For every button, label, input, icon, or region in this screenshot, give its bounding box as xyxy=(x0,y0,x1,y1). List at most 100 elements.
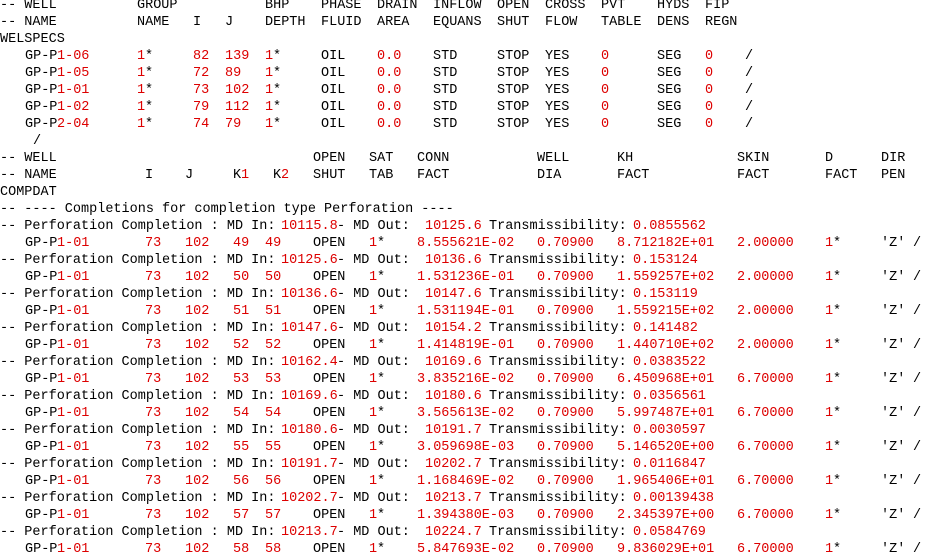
value-token: 102 xyxy=(185,304,210,319)
value-token: 1 xyxy=(825,406,834,421)
keyword-token: GP-P xyxy=(25,66,58,81)
keyword-token: OPEN xyxy=(313,440,346,455)
keyword-token: OPEN xyxy=(497,0,530,13)
value-token: 1-01 xyxy=(57,542,90,557)
value-token: 0.0 xyxy=(377,100,402,115)
editor-line[interactable]: COMPDAT xyxy=(0,184,929,201)
value-token: 58 xyxy=(265,542,282,557)
editor-line[interactable]: -- ---- Completions for completion type … xyxy=(0,201,929,218)
editor-line[interactable]: -- NAME NAME I J DEPTH FLUID AREA EQUANS SHUT FLO… xyxy=(0,14,929,31)
value-token: 0.0116847 xyxy=(633,457,706,472)
editor-line[interactable]: -- WELL OPEN SAT CONN WELL KH SKIN D DIR xyxy=(0,150,929,167)
keyword-token: Transmissibility: xyxy=(489,287,635,302)
keyword-token: 'Z' xyxy=(881,372,906,387)
editor-line[interactable]: -- Perforation Completion : MD In: 10125… xyxy=(0,252,929,269)
value-token: 2.00000 xyxy=(737,304,794,319)
editor-line[interactable]: GP-P 1-01 73 102 54 54 OPEN 1 * 3.565613E-02 0.709… xyxy=(0,405,929,422)
editor-line[interactable]: GP-P 1-01 73 102 56 56 OPEN 1 * 1.168469E-02 0.709… xyxy=(0,473,929,490)
value-token: 51 xyxy=(233,304,250,319)
value-token: 0.70900 xyxy=(537,508,594,523)
value-token: 6.70000 xyxy=(737,372,794,387)
value-token: 50 xyxy=(265,270,282,285)
keyword-token: * xyxy=(273,66,282,81)
keyword-token: Transmissibility: xyxy=(489,491,635,506)
keyword-token: CROSS xyxy=(545,0,586,13)
editor-line[interactable]: GP-P 1-01 73 102 51 51 OPEN 1 * 1.531194E-01 0.709… xyxy=(0,303,929,320)
editor-line[interactable]: GP-P 1-06 1 * 82 139 1 * OIL 0.0 STD STOP YES 0 SEG 0/ xyxy=(0,48,929,65)
editor-line[interactable]: / xyxy=(0,133,929,150)
editor-line[interactable]: GP-P 1-01 73 102 55 55 OPEN 1 * 3.059698E-03 0.709… xyxy=(0,439,929,456)
keyword-token: J xyxy=(225,15,234,30)
value-token: 0 xyxy=(601,117,610,132)
value-token: 1 xyxy=(369,236,378,251)
keyword-token: SEG xyxy=(657,117,682,132)
value-token: 79 xyxy=(225,117,242,132)
keyword-token: / xyxy=(913,270,922,285)
editor-line[interactable]: GP-P 2-04 1 * 74 79 1 * OIL 0.0 STD STOP YES 0 SEG 0/ xyxy=(0,116,929,133)
value-token: 10213.7 xyxy=(425,491,482,506)
editor-line[interactable]: -- Perforation Completion : MD In: 10162… xyxy=(0,354,929,371)
value-token: 1 xyxy=(369,270,378,285)
editor-line[interactable]: -- Perforation Completion : MD In: 10147… xyxy=(0,320,929,337)
editor-line[interactable]: GP-P 1-01 73 102 52 52 OPEN 1 * 1.414819E-01 0.709… xyxy=(0,337,929,354)
value-token: 102 xyxy=(185,372,210,387)
keyword-token: FACT xyxy=(417,168,450,183)
keyword-token: OPEN xyxy=(313,151,346,166)
value-token: 1 xyxy=(369,372,378,387)
editor-line[interactable]: -- Perforation Completion : MD In: 10202… xyxy=(0,490,929,507)
editor-line[interactable]: -- Perforation Completion : MD In: 10136… xyxy=(0,286,929,303)
keyword-token: HYDS xyxy=(657,0,690,13)
value-token: 6.70000 xyxy=(737,406,794,421)
keyword-token: STOP xyxy=(497,83,530,98)
editor-line[interactable]: -- Perforation Completion : MD In: 10191… xyxy=(0,456,929,473)
keyword-token: Transmissibility: xyxy=(489,253,635,268)
keyword-token: GP-P xyxy=(25,474,58,489)
keyword-token: 'Z' xyxy=(881,406,906,421)
keyword-token: / xyxy=(913,338,922,353)
value-token: 5.997487E+01 xyxy=(617,406,715,421)
value-token: 139 xyxy=(225,49,250,64)
editor-line[interactable]: -- WELL GROUP BHP PHASE DRAIN INFLOW OPEN CROSS… xyxy=(0,0,929,14)
editor-line[interactable]: GP-P 1-01 73 102 57 57 OPEN 1 * 1.394380E-03 0.709… xyxy=(0,507,929,524)
editor-line[interactable]: -- NAME I J K 1 K 2 SHUT TAB FACT DIA FACT FACT FACT P… xyxy=(0,167,929,184)
keyword-token: Transmissibility: xyxy=(489,457,635,472)
value-token: 0 xyxy=(705,117,714,132)
editor-line[interactable]: GP-P 1-01 73 102 49 49 OPEN 1 * 8.555621E-02 0.709… xyxy=(0,235,929,252)
value-token: 6.70000 xyxy=(737,508,794,523)
editor-line[interactable]: -- Perforation Completion : MD In: 10180… xyxy=(0,422,929,439)
keyword-token: GP-P xyxy=(25,304,58,319)
editor-line[interactable]: -- Perforation Completion : MD In: 10115… xyxy=(0,218,929,235)
editor-line[interactable]: GP-P 1-01 1 * 73 102 1 * OIL 0.0 STD STOP YES 0 SEG 0/ xyxy=(0,82,929,99)
keyword-token: DENS xyxy=(657,15,690,30)
value-token: 53 xyxy=(233,372,250,387)
keyword-token: -- NAME xyxy=(0,168,57,183)
value-token: 8.712182E+01 xyxy=(617,236,715,251)
value-token: 102 xyxy=(185,542,210,557)
value-token: 73 xyxy=(145,406,162,421)
keyword-token: - MD Out: xyxy=(337,423,419,438)
editor-line[interactable]: -- Perforation Completion : MD In: 10169… xyxy=(0,388,929,405)
editor-line[interactable]: GP-P 1-01 73 102 58 58 OPEN 1 * 5.847693E-02 0.709… xyxy=(0,541,929,557)
editor-line[interactable]: GP-P 1-01 73 102 50 50 OPEN 1 * 1.531236E-01 0.709… xyxy=(0,269,929,286)
value-token: 49 xyxy=(265,236,282,251)
keyword-token: * xyxy=(833,474,842,489)
keyword-token: / xyxy=(745,66,754,81)
value-token: 0.70900 xyxy=(537,236,594,251)
keyword-token: OPEN xyxy=(313,474,346,489)
value-token: 0.70900 xyxy=(537,406,594,421)
keyword-token: TAB xyxy=(369,168,394,183)
value-token: 1 xyxy=(137,117,146,132)
editor-line[interactable]: GP-P 1-01 73 102 53 53 OPEN 1 * 3.835216E-02 0.709… xyxy=(0,371,929,388)
keyword-token: STOP xyxy=(497,117,530,132)
value-token: 52 xyxy=(233,338,250,353)
keyword-token: J xyxy=(185,168,194,183)
keyword-token: * xyxy=(145,100,154,115)
editor-line[interactable]: GP-P 1-05 1 * 72 89 1 * OIL 0.0 STD STOP YES 0 SEG 0/ xyxy=(0,65,929,82)
value-token: 55 xyxy=(233,440,250,455)
editor-line[interactable]: WELSPECS xyxy=(0,31,929,48)
editor-line[interactable]: GP-P 1-02 1 * 79 112 1 * OIL 0.0 STD STOP YES 0 SEG 0/ xyxy=(0,99,929,116)
value-token: 1 xyxy=(825,508,834,523)
editor-line[interactable]: -- Perforation Completion : MD In: 10213… xyxy=(0,524,929,541)
keyword-token: - MD Out: xyxy=(337,389,419,404)
